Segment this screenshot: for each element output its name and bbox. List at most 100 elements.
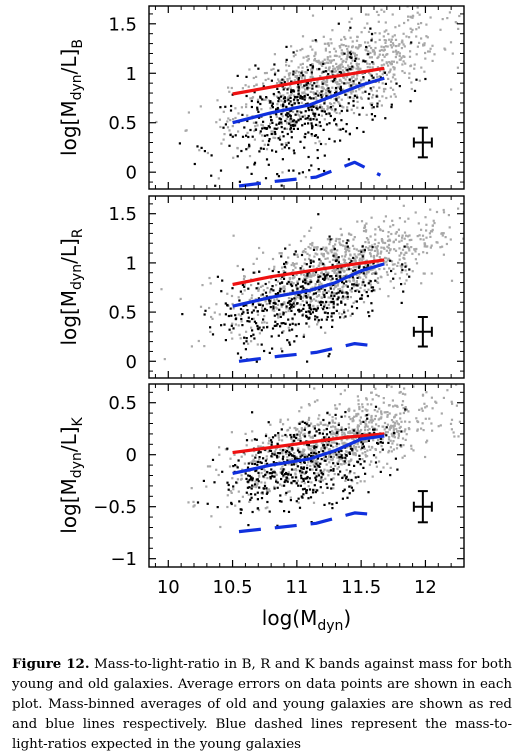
data-point [226, 292, 229, 295]
data-point [325, 112, 328, 116]
data-point [335, 501, 338, 504]
data-point [344, 479, 347, 482]
data-point [367, 445, 371, 448]
data-point [358, 81, 361, 84]
data-point [429, 16, 432, 19]
data-point [315, 40, 318, 43]
data-point [322, 429, 326, 432]
data-point [285, 144, 288, 147]
data-point [231, 302, 234, 306]
data-point [266, 500, 269, 504]
data-point [328, 352, 331, 356]
data-point [353, 472, 356, 475]
data-point [295, 49, 299, 52]
data-point [396, 422, 399, 425]
data-point [299, 471, 302, 474]
data-point [410, 41, 413, 44]
data-point [388, 61, 391, 64]
data-point [343, 389, 346, 392]
data-point [365, 414, 368, 417]
data-point [350, 305, 354, 308]
data-point [323, 288, 327, 292]
data-point [266, 326, 269, 329]
y-label-sub: dyn [69, 264, 85, 290]
data-point [303, 294, 306, 297]
data-point [397, 430, 400, 433]
data-point [259, 95, 262, 98]
data-point [291, 322, 294, 325]
data-point [346, 268, 349, 271]
data-point [322, 255, 325, 258]
data-point [372, 439, 375, 442]
data-point [441, 232, 444, 235]
data-point [398, 258, 401, 261]
data-point [400, 271, 403, 274]
data-point [389, 68, 392, 71]
data-point [331, 457, 334, 460]
data-point [334, 434, 337, 437]
data-point [344, 37, 347, 41]
data-point [332, 306, 335, 309]
data-point [407, 217, 410, 220]
data-point [280, 322, 283, 325]
data-point [301, 285, 304, 288]
data-point [308, 404, 311, 407]
data-point [332, 254, 335, 257]
data-point [315, 118, 318, 121]
data-point [279, 418, 282, 421]
data-point [418, 41, 421, 44]
data-point [362, 278, 365, 281]
data-point [288, 278, 291, 281]
data-point [264, 177, 268, 180]
data-point [275, 108, 278, 111]
data-point [281, 439, 284, 442]
data-point [254, 469, 257, 473]
data-point [389, 466, 392, 469]
data-point [199, 105, 202, 108]
data-point [320, 471, 323, 474]
data-point [245, 477, 248, 480]
data-point [403, 257, 406, 260]
data-point [305, 322, 308, 325]
data-point [307, 245, 310, 249]
data-point [388, 249, 392, 252]
data-point [349, 268, 352, 271]
data-point [303, 235, 306, 238]
data-point [326, 458, 329, 461]
data-point [304, 291, 308, 295]
data-point [338, 312, 341, 315]
data-point [277, 432, 280, 435]
data-point [253, 163, 256, 166]
data-point [367, 13, 370, 16]
data-point [397, 51, 400, 54]
data-point [363, 289, 366, 292]
data-point [332, 246, 335, 249]
data-point [337, 261, 340, 264]
data-point [265, 303, 268, 306]
data-point [264, 291, 268, 294]
data-point [292, 55, 295, 58]
data-point [270, 68, 273, 71]
data-point [324, 275, 327, 278]
data-point [309, 312, 312, 315]
data-point [363, 251, 366, 254]
data-point [322, 418, 325, 422]
data-point [328, 112, 331, 115]
data-point [358, 113, 361, 116]
data-point [251, 484, 254, 487]
data-point [335, 124, 339, 127]
data-point [335, 98, 338, 101]
data-point [382, 90, 386, 93]
data-point [335, 91, 338, 94]
data-point [230, 314, 233, 317]
data-point [334, 108, 337, 111]
data-point [298, 434, 302, 437]
data-point [285, 261, 288, 264]
data-point [393, 68, 396, 71]
data-point [356, 461, 360, 464]
data-point [334, 67, 337, 70]
data-point [430, 244, 433, 247]
data-point [303, 262, 306, 265]
data-point [312, 425, 315, 428]
y-tick-label: 1.5 [108, 14, 137, 35]
